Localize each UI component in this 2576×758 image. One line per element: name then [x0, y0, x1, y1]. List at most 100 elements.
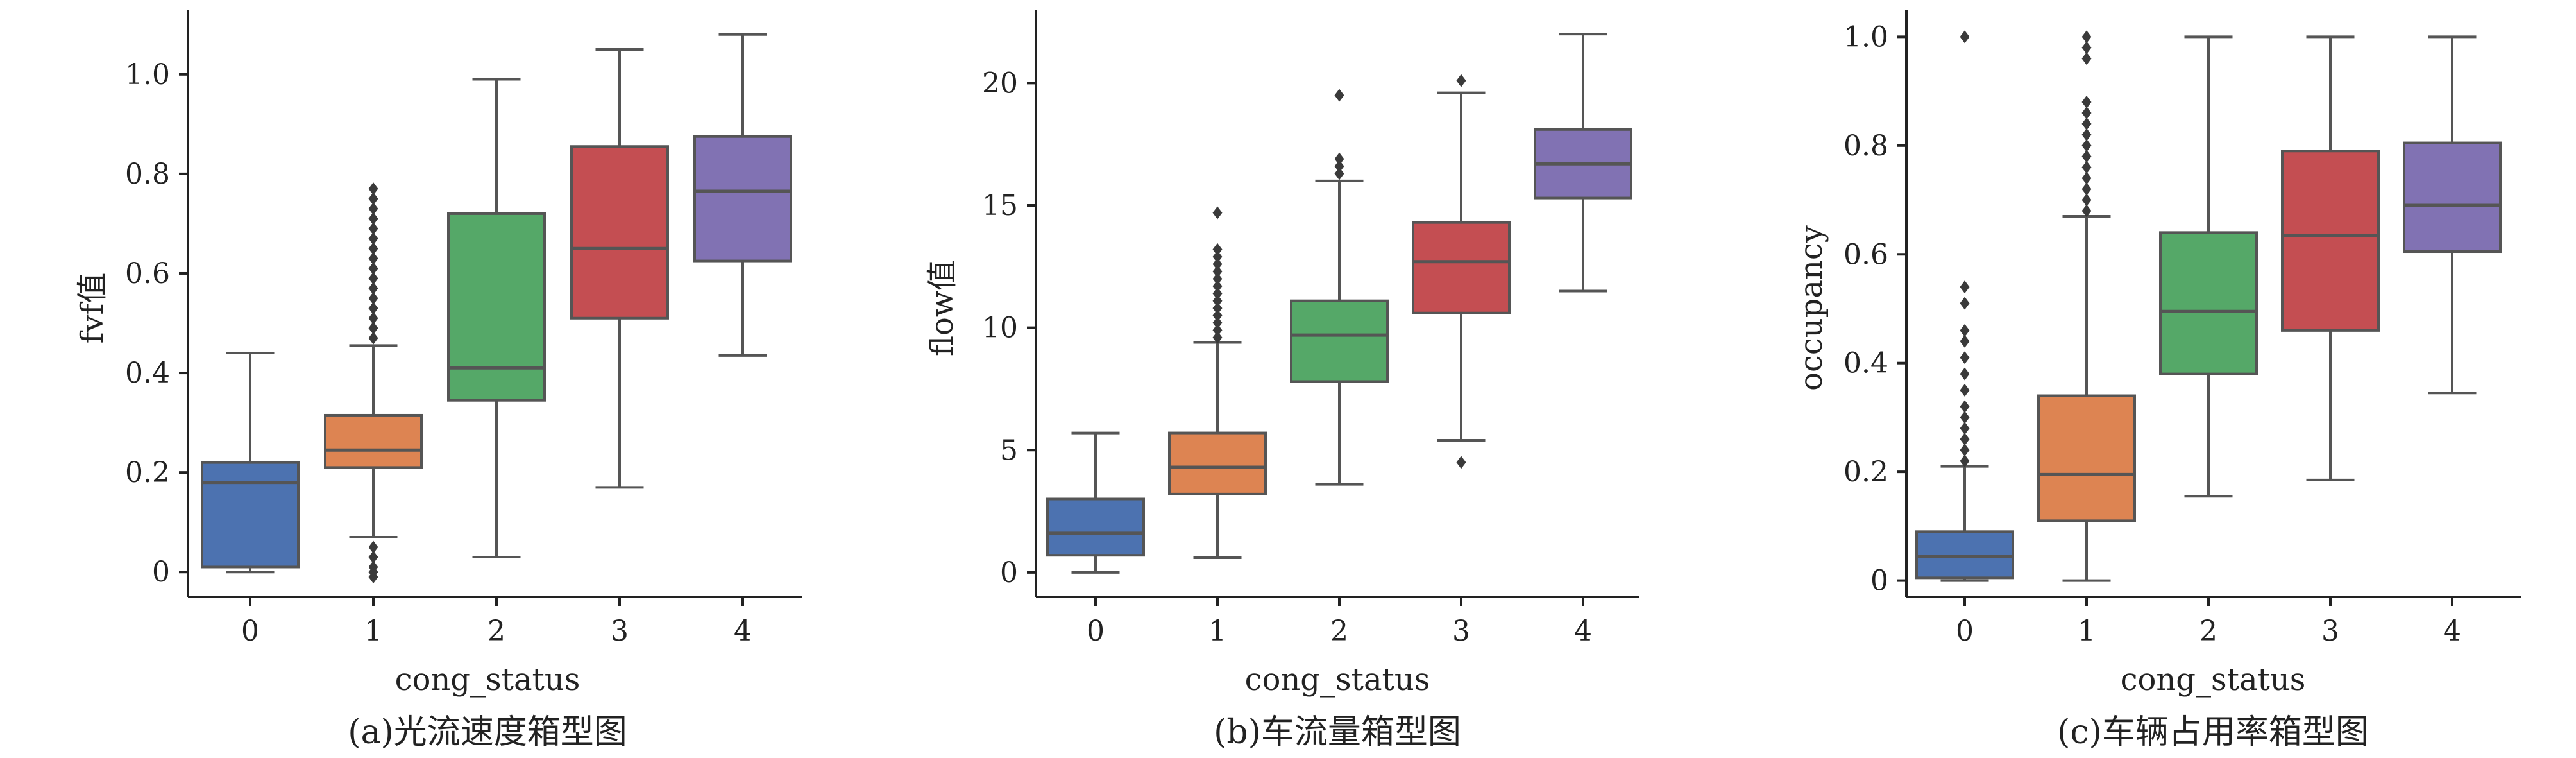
outlier-point [1334, 167, 1344, 180]
outlier-point [1456, 456, 1466, 469]
box-0 [1046, 497, 1145, 557]
x-tick-label: 0 [241, 615, 259, 648]
chart-panel-b: 0 5 10 15 20 0 1 2 3 4 flow值 cong_status (b)车流量箱… [924, 10, 1639, 752]
box-1 [2037, 394, 2136, 522]
outlier-point [368, 570, 378, 583]
outlier-point [1960, 323, 1970, 337]
y-tick-label: 0.4 [1843, 347, 1888, 380]
box-4 [693, 135, 792, 263]
box-plots [1046, 33, 1632, 574]
outlier-point [1960, 384, 1970, 397]
box-3 [2281, 150, 2380, 332]
chart-panel-c: 0 0.2 0.4 0.6 0.8 1.0 0 1 2 3 4 occupancy cong_st… [1793, 10, 2521, 752]
x-tick-label: 0 [1087, 615, 1105, 648]
outlier-point [1212, 250, 1223, 264]
box-1 [1168, 431, 1267, 495]
outlier-point [1334, 89, 1344, 102]
x-tick-label: 0 [1956, 615, 1974, 648]
x-tick-label: 3 [611, 615, 629, 648]
outlier-point [2081, 128, 2092, 141]
outlier-point [1212, 264, 1223, 278]
x-tick-label: 4 [734, 615, 752, 648]
y-tick-label: 10 [982, 312, 1018, 345]
outlier-point [1960, 433, 1970, 446]
x-ticks: 0 1 2 3 4 [1956, 597, 2461, 648]
y-tick-label: 20 [982, 67, 1018, 99]
outlier-point [1212, 309, 1223, 322]
y-tick-label: 15 [982, 189, 1018, 222]
outlier-point [1960, 411, 1970, 424]
outlier-point [1212, 279, 1223, 293]
outlier-point [368, 550, 378, 564]
y-axis-label: flow值 [924, 260, 960, 356]
x-tick-label: 2 [487, 615, 505, 648]
x-tick-label: 2 [1330, 615, 1348, 648]
x-tick-label: 1 [364, 615, 382, 648]
outlier-point [1334, 152, 1344, 166]
outlier-point [1212, 302, 1223, 315]
outlier-point [2081, 204, 2092, 218]
y-tick-label: 1.0 [125, 58, 170, 91]
y-tick-label: 0.8 [125, 158, 170, 191]
box-2 [2159, 231, 2258, 375]
outlier-point [2081, 96, 2092, 109]
outlier-point [1960, 351, 1970, 365]
x-ticks: 0 1 2 3 4 [241, 597, 752, 648]
outlier-point [1212, 294, 1223, 307]
outlier-point [1960, 454, 1970, 468]
x-tick-label: 1 [2078, 615, 2096, 648]
outlier-point [1960, 334, 1970, 348]
outlier-point [368, 242, 378, 255]
x-tick-label: 2 [2199, 615, 2217, 648]
outlier-point [368, 540, 378, 554]
y-tick-label: 5 [1000, 434, 1018, 467]
x-axis-label: cong_status [1245, 662, 1430, 698]
outlier-point [1960, 367, 1970, 381]
outlier-point [2081, 150, 2092, 163]
y-ticks: 0 0.2 0.4 0.6 0.8 1.0 [1843, 21, 1906, 598]
outlier-point [1960, 280, 1970, 294]
y-axis-label: fvf值 [74, 273, 110, 344]
y-tick-label: 0.6 [1843, 238, 1888, 271]
x-tick-label: 4 [2443, 615, 2461, 648]
outlier-point [368, 302, 378, 315]
outlier-point [368, 252, 378, 265]
outlier-point [2081, 193, 2092, 207]
box-2 [447, 212, 546, 402]
box-2 [1290, 299, 1389, 383]
outlier-point [368, 271, 378, 285]
outlier-point [2081, 117, 2092, 130]
y-tick-label: 0 [1870, 565, 1888, 598]
y-tick-label: 0 [152, 556, 170, 589]
outlier-point [1212, 272, 1223, 286]
panel-caption: (c)车辆占用率箱型图 [2057, 713, 2369, 752]
panel-caption: (b)车流量箱型图 [1214, 713, 1461, 752]
outlier-point [368, 192, 378, 205]
y-tick-label: 0.2 [1843, 456, 1888, 488]
panel-caption: (a)光流速度箱型图 [348, 713, 627, 752]
outlier-point [1212, 287, 1223, 300]
outlier-point [2081, 171, 2092, 185]
x-axis-label: cong_status [2121, 662, 2306, 698]
x-tick-label: 1 [1208, 615, 1226, 648]
outlier-point [368, 311, 378, 325]
outlier-point [1212, 206, 1223, 220]
y-ticks: 0 5 10 15 20 [982, 67, 1036, 589]
outlier-point [1960, 422, 1970, 435]
box-4 [2403, 141, 2502, 254]
outlier-point [1960, 444, 1970, 457]
x-ticks: 0 1 2 3 4 [1087, 597, 1592, 648]
outlier-point [368, 202, 378, 216]
outlier-point [368, 322, 378, 335]
y-ticks: 0 0.2 0.4 0.6 0.8 1.0 [125, 58, 188, 589]
x-tick-label: 4 [1574, 615, 1592, 648]
outlier-point [2081, 41, 2092, 55]
outlier-point [368, 222, 378, 236]
outlier-point [368, 331, 378, 345]
outlier-point [368, 282, 378, 295]
outlier-point [2081, 160, 2092, 174]
outlier-point [2081, 182, 2092, 196]
outlier-point [2081, 106, 2092, 119]
outlier-point [1212, 331, 1223, 344]
